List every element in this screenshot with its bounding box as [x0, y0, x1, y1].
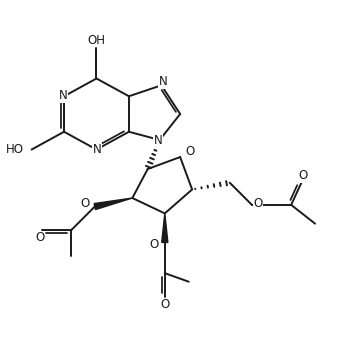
Polygon shape [162, 213, 168, 242]
Text: N: N [93, 143, 101, 156]
Text: N: N [153, 134, 162, 147]
Text: O: O [298, 169, 308, 182]
Text: O: O [149, 238, 159, 251]
Text: O: O [36, 232, 45, 244]
Text: OH: OH [88, 34, 106, 47]
Text: N: N [159, 75, 168, 89]
Text: HO: HO [6, 143, 24, 156]
Text: O: O [160, 298, 169, 311]
Text: N: N [59, 90, 68, 102]
Text: O: O [185, 145, 194, 159]
Text: O: O [80, 197, 90, 210]
Text: O: O [253, 197, 263, 210]
Polygon shape [94, 198, 132, 210]
